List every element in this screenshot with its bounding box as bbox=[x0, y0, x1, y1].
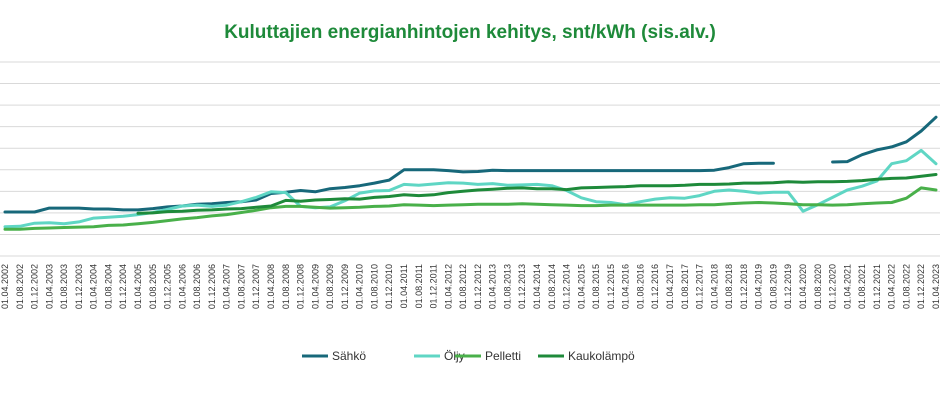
x-tick-label: 01.12.2003 bbox=[74, 264, 84, 309]
x-tick-label: 01.12.2007 bbox=[251, 264, 261, 309]
x-tick-label: 01.08.2006 bbox=[192, 264, 202, 309]
x-tick-label: 01.08.2010 bbox=[369, 264, 379, 309]
x-tick-label: 01.04.2006 bbox=[177, 264, 187, 309]
x-tick-label: 01.08.2014 bbox=[547, 264, 557, 309]
series-line-4 bbox=[136, 173, 938, 215]
x-tick-label: 01.08.2005 bbox=[148, 264, 158, 309]
x-tick-label: 01.04.2011 bbox=[399, 264, 409, 308]
series-line-3 bbox=[3, 186, 938, 231]
chart-title: Kuluttajien energianhintojen kehitys, sn… bbox=[224, 22, 716, 43]
x-tick-label: 01.08.2016 bbox=[635, 264, 645, 309]
x-tick-label: 01.04.2018 bbox=[709, 264, 719, 309]
x-axis-tick-labels: 01.04.2002 01.08.2002 01.12.2002 01.04.2003… bbox=[0, 264, 940, 309]
x-tick-label: 01.12.2008 bbox=[296, 264, 306, 309]
x-tick-label: 01.08.2004 bbox=[103, 264, 113, 309]
series-line-2 bbox=[3, 148, 938, 229]
x-tick-label: 01.12.2006 bbox=[207, 264, 217, 309]
x-tick-label: 01.08.2008 bbox=[281, 264, 291, 309]
series-line-1 bbox=[3, 161, 775, 214]
x-tick-label: 01.08.2017 bbox=[680, 264, 690, 309]
x-tick-label: 01.12.2017 bbox=[695, 264, 705, 309]
legend-label-1: Sähkö bbox=[332, 349, 366, 363]
x-tick-label: 01.08.2021 bbox=[857, 264, 867, 309]
x-tick-label: 01.04.2015 bbox=[576, 264, 586, 309]
x-tick-label: 01.04.2017 bbox=[665, 264, 675, 309]
x-tick-label: 01.04.2010 bbox=[355, 264, 365, 309]
x-tick-label: 01.04.2004 bbox=[89, 264, 99, 309]
x-tick-label: 01.12.2019 bbox=[783, 264, 793, 309]
x-tick-label: 01.04.2014 bbox=[532, 264, 542, 309]
legend-label-4: Kaukolämpö bbox=[568, 349, 635, 363]
x-tick-label: 01.08.2019 bbox=[768, 264, 778, 309]
x-tick-label: 01.12.2012 bbox=[473, 264, 483, 309]
x-tick-label: 01.12.2018 bbox=[739, 264, 749, 309]
x-tick-label: 01.08.2003 bbox=[59, 264, 69, 309]
x-tick-label: 01.08.2011 bbox=[414, 264, 424, 308]
x-tick-label: 01.12.2011 bbox=[429, 264, 439, 308]
x-tick-label: 01.04.2009 bbox=[310, 264, 320, 309]
x-tick-label: 01.04.2022 bbox=[887, 264, 897, 309]
x-tick-label: 01.08.2002 bbox=[15, 264, 25, 309]
x-tick-label: 01.12.2013 bbox=[517, 264, 527, 309]
x-tick-label: 01.04.2023 bbox=[931, 264, 940, 309]
x-tick-label: 01.04.2013 bbox=[488, 264, 498, 309]
x-tick-label: 01.04.2016 bbox=[621, 264, 631, 309]
x-tick-label: 01.12.2020 bbox=[828, 264, 838, 309]
x-tick-label: 01.08.2018 bbox=[724, 264, 734, 309]
x-tick-label: 01.12.2014 bbox=[562, 264, 572, 309]
x-tick-label: 01.04.2021 bbox=[842, 264, 852, 309]
legend-label-2: Öljy bbox=[444, 349, 465, 363]
series-lines bbox=[3, 115, 938, 231]
x-tick-label: 01.12.2005 bbox=[163, 264, 173, 309]
x-tick-label: 01.04.2012 bbox=[443, 264, 453, 309]
x-tick-label: 01.08.2015 bbox=[591, 264, 601, 309]
x-tick-label: 01.12.2009 bbox=[340, 264, 350, 309]
x-tick-label: 01.08.2009 bbox=[325, 264, 335, 309]
x-tick-label: 01.12.2004 bbox=[118, 264, 128, 309]
series-line-1 bbox=[831, 115, 938, 164]
x-tick-label: 01.04.2008 bbox=[266, 264, 276, 309]
x-tick-label: 01.08.2007 bbox=[236, 264, 246, 309]
x-tick-label: 01.12.2021 bbox=[872, 264, 882, 309]
x-tick-label: 01.04.2002 bbox=[0, 264, 10, 309]
x-tick-label: 01.04.2007 bbox=[222, 264, 232, 309]
x-tick-label: 01.08.2020 bbox=[813, 264, 823, 309]
x-tick-label: 01.08.2012 bbox=[458, 264, 468, 309]
x-tick-label: 01.12.2015 bbox=[606, 264, 616, 309]
x-tick-label: 01.12.2010 bbox=[384, 264, 394, 309]
x-tick-label: 01.12.2016 bbox=[650, 264, 660, 309]
x-tick-label: 01.04.2019 bbox=[754, 264, 764, 309]
x-tick-label: 01.04.2005 bbox=[133, 264, 143, 309]
x-tick-label: 01.12.2022 bbox=[916, 264, 926, 309]
x-tick-label: 01.08.2022 bbox=[901, 264, 911, 309]
gridlines bbox=[0, 61, 940, 257]
legend-label-3: Pelletti bbox=[485, 349, 521, 363]
x-tick-label: 01.04.2020 bbox=[798, 264, 808, 309]
x-tick-label: 01.12.2002 bbox=[30, 264, 40, 309]
x-tick-label: 01.04.2003 bbox=[44, 264, 54, 309]
x-tick-label: 01.08.2013 bbox=[502, 264, 512, 309]
legend: Sähkö Öljy Pelletti Kaukolämpö bbox=[302, 349, 635, 363]
